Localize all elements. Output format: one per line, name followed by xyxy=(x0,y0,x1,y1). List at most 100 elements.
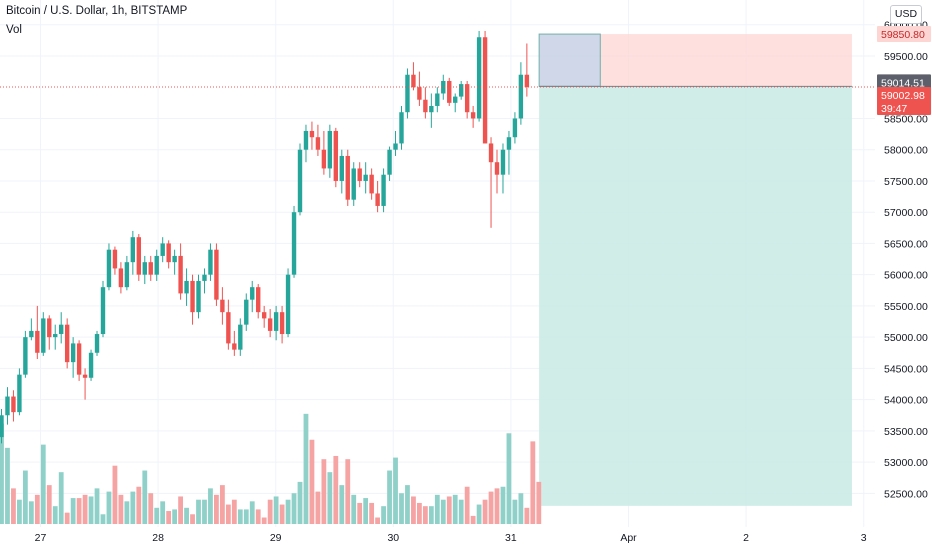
price-label-entry: 59014.51 xyxy=(881,77,925,89)
volume-bar xyxy=(154,507,160,524)
candle-body xyxy=(417,87,422,100)
candle-body xyxy=(453,96,458,103)
candles xyxy=(0,30,530,444)
volume-bar xyxy=(279,504,285,524)
take-profit-zone xyxy=(539,86,852,506)
candle-body xyxy=(381,174,386,206)
volume-bar xyxy=(387,470,392,524)
volume-bar xyxy=(28,501,34,524)
volume-bar xyxy=(524,507,530,524)
candle-body xyxy=(458,84,464,97)
volume-bar xyxy=(476,504,482,524)
candle-body xyxy=(124,262,130,288)
time-axis[interactable]: 27 28 29 30 31 Apr 2 3 xyxy=(35,532,867,544)
y-tick-label: 54500.00 xyxy=(884,363,928,375)
candle-body xyxy=(363,174,368,181)
candle-body xyxy=(64,324,70,363)
candle-body xyxy=(130,237,136,263)
volume-bar xyxy=(458,499,464,524)
volume-bar xyxy=(5,447,10,524)
candle-body xyxy=(160,243,165,256)
volume-bar xyxy=(237,509,243,524)
price-label-countdown: 39:47 xyxy=(881,103,907,115)
candle-body xyxy=(208,249,213,275)
volume-bar xyxy=(411,496,416,524)
volume-bar xyxy=(452,494,458,524)
x-tick-label: Apr xyxy=(620,532,637,544)
volume-bar xyxy=(166,511,172,524)
volume-bar xyxy=(303,413,309,524)
candle-body xyxy=(232,343,237,350)
price-label-bg xyxy=(877,74,931,91)
candle-body xyxy=(76,343,82,375)
volume-bar xyxy=(291,493,297,524)
volume-bar xyxy=(530,441,536,524)
price-label-stop: 59850.80 xyxy=(881,29,925,41)
x-tick-label: 31 xyxy=(505,532,517,544)
price-label-bg xyxy=(877,26,931,43)
candle-body xyxy=(53,334,58,338)
x-tick-label: 27 xyxy=(35,532,47,544)
candle-body xyxy=(23,337,28,375)
candle-body xyxy=(112,249,118,269)
candle-body xyxy=(142,262,147,275)
candle-body xyxy=(178,255,183,294)
volume-bar xyxy=(375,517,381,524)
volume-bar xyxy=(488,491,494,524)
candle-body xyxy=(351,168,356,200)
volume-bar xyxy=(405,485,410,524)
candle-body xyxy=(500,149,506,175)
volume-bar xyxy=(190,514,195,524)
volume-bar xyxy=(178,496,183,524)
candle-body xyxy=(244,299,249,325)
y-tick-label: 52500.00 xyxy=(884,488,928,500)
y-tick-label: 54000.00 xyxy=(884,395,928,407)
candle-body xyxy=(17,374,22,413)
volume-bar xyxy=(381,506,386,524)
candle-body xyxy=(369,174,374,194)
candle-body xyxy=(405,74,410,113)
candle-body xyxy=(148,262,153,275)
candle-body xyxy=(202,274,207,281)
volume-bar xyxy=(76,498,82,524)
price-label-last: 59002.98 xyxy=(881,90,925,102)
volume-bar xyxy=(142,470,148,524)
candle-body xyxy=(0,415,4,438)
candle-body xyxy=(476,37,482,119)
candle-body xyxy=(5,396,10,416)
volume-bar xyxy=(494,488,500,524)
candle-body xyxy=(11,396,16,413)
candle-body xyxy=(345,155,350,200)
volume-bar xyxy=(11,488,16,524)
volume-bar xyxy=(536,481,542,524)
candle-body xyxy=(339,155,344,181)
volume-bar xyxy=(500,486,506,524)
candle-body xyxy=(250,287,255,300)
volume-bar xyxy=(106,491,112,524)
volume-bar xyxy=(357,502,363,524)
candle-body xyxy=(118,268,124,288)
volume-bar xyxy=(393,457,398,524)
x-tick-label: 29 xyxy=(270,532,282,544)
candle-body xyxy=(429,105,434,113)
volume-bar xyxy=(309,439,315,524)
volume-bar xyxy=(428,506,434,524)
volume-bar xyxy=(315,491,321,524)
currency-button[interactable]: USD xyxy=(890,5,922,24)
candle-body xyxy=(470,112,476,119)
volume-bar xyxy=(202,499,207,524)
candle-body xyxy=(196,280,201,313)
volume-bar xyxy=(231,499,237,524)
candle-body xyxy=(494,162,500,175)
volume-bar xyxy=(34,494,40,524)
candle-body xyxy=(172,255,177,263)
candle-body xyxy=(47,318,52,338)
volume-bar xyxy=(255,509,261,524)
volume-bar xyxy=(327,472,333,524)
volume-bar xyxy=(184,507,189,524)
volume-label: Vol xyxy=(6,24,22,36)
candle-body xyxy=(441,80,446,94)
volume-bar xyxy=(40,444,46,524)
